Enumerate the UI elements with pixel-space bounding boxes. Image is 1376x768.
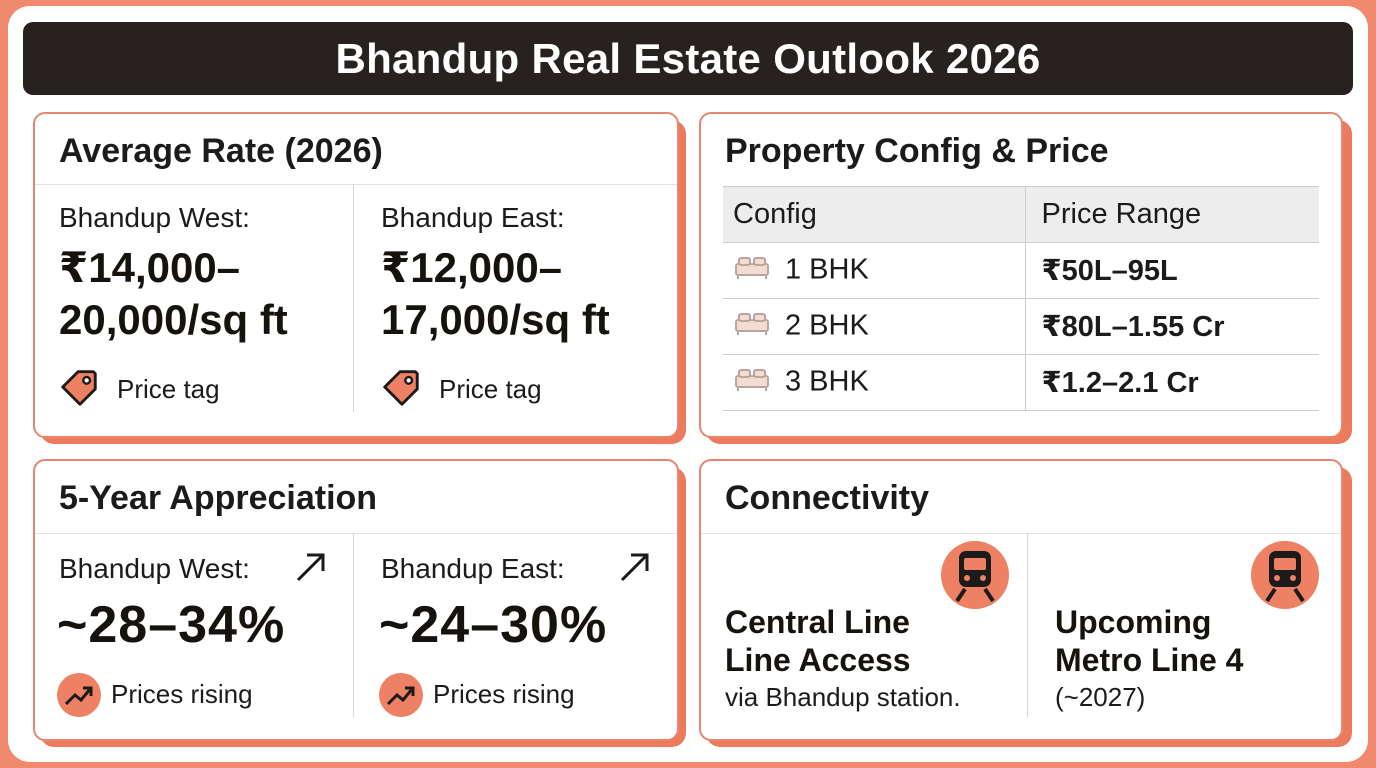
table-row: 1 BHK ₹50L–95L (723, 242, 1319, 299)
central-line-sub: via Bhandup station. (725, 682, 961, 712)
east-rate-line2: 17,000/sq ft (381, 296, 610, 343)
bed-icon (733, 309, 771, 345)
property-config-card: Property Config & Price Config Price Ran… (699, 112, 1343, 438)
page-title: Bhandup Real Estate Outlook 2026 (335, 34, 1041, 82)
east-appreciation-value: ~24–30% (379, 596, 608, 654)
average-rate-heading: Average Rate (2026) (59, 132, 383, 170)
east-label: Bhandup East: (381, 202, 565, 233)
title-banner: Bhandup Real Estate Outlook 2026 (23, 22, 1353, 95)
config-1bhk: 1 BHK (785, 253, 869, 286)
appreciation-heading: 5-Year Appreciation (59, 479, 378, 517)
east-appreciation-caption: Prices rising (433, 679, 575, 709)
trend-up-icon (57, 673, 101, 717)
column-header-price: Price Range (1024, 186, 1319, 243)
average-rate-card: Average Rate (2026) Bhandup West: ₹14,00… (33, 112, 679, 438)
table-row: 2 BHK ₹80L–1.55 Cr (723, 298, 1319, 355)
table-header-row: Config Price Range (723, 186, 1319, 243)
price-1bhk: ₹50L–95L (1024, 242, 1319, 299)
west-rate-line2: 20,000/sq ft (59, 296, 288, 343)
west-appreciation-caption: Prices rising (111, 679, 253, 709)
connectivity-heading: Connectivity (725, 479, 930, 517)
west-rate-line1: ₹14,000– (59, 244, 241, 291)
price-3bhk: ₹1.2–2.1 Cr (1024, 354, 1319, 411)
trend-up-icon (379, 673, 423, 717)
metro-title-1: Upcoming (1055, 604, 1212, 640)
bed-icon (733, 253, 771, 289)
price-tag-icon (57, 366, 101, 410)
central-line-title-1: Central Line (725, 604, 910, 640)
metro-title-2: Metro Line 4 (1055, 642, 1244, 678)
central-line-title-2: Line Access (725, 642, 911, 678)
west-appreciation-label: Bhandup West: (59, 553, 250, 584)
property-config-heading: Property Config & Price (725, 132, 1109, 170)
train-icon (941, 541, 1009, 609)
east-appreciation-label: Bhandup East: (381, 553, 565, 584)
west-tag-caption: Price tag (117, 374, 220, 404)
east-tag-caption: Price tag (439, 374, 542, 404)
arrow-up-right-icon (293, 549, 329, 590)
config-table: Config Price Range 1 BHK ₹50L–95L 2 BHK (723, 186, 1319, 411)
east-rate-line1: ₹12,000– (381, 244, 563, 291)
table-row: 3 BHK ₹1.2–2.1 Cr (723, 354, 1319, 411)
arrow-up-right-icon (617, 549, 653, 590)
connectivity-card: Connectivity Central Line Line Access vi… (699, 459, 1343, 741)
config-3bhk: 3 BHK (785, 365, 869, 398)
metro-sub: (~2027) (1055, 682, 1146, 712)
price-tag-icon (379, 366, 423, 410)
config-2bhk: 2 BHK (785, 309, 869, 342)
column-header-config: Config (723, 186, 1025, 243)
west-appreciation-value: ~28–34% (57, 596, 286, 654)
appreciation-card: 5-Year Appreciation Bhandup West: ~28–34… (33, 459, 679, 741)
price-2bhk: ₹80L–1.55 Cr (1024, 298, 1319, 355)
bed-icon (733, 365, 771, 401)
west-label: Bhandup West: (59, 202, 250, 233)
train-icon (1251, 541, 1319, 609)
